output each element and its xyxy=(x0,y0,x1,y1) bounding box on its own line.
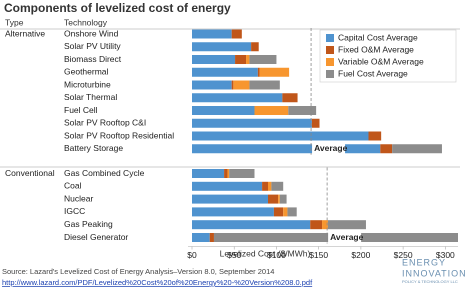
type-label: Conventional xyxy=(5,168,55,178)
bar-segment xyxy=(229,169,255,178)
bar-segment xyxy=(192,29,232,39)
bar-segment xyxy=(192,55,236,64)
legend-box xyxy=(319,29,457,83)
y-tick-label: Geothermal xyxy=(64,67,109,77)
y-tick-label: Solar PV Rooftop C&I xyxy=(64,118,146,128)
bar-segment xyxy=(235,55,247,64)
logo-line: INNOVATION xyxy=(402,268,467,278)
legend: Capital Cost Average Fixed O&M Average Var… xyxy=(319,29,457,83)
bar-segment xyxy=(233,80,250,90)
average-label-bg xyxy=(312,143,346,154)
bar-segment xyxy=(192,181,263,191)
legend-label: Fixed O&M Average xyxy=(338,44,414,54)
y-tick-label: Diesel Generator xyxy=(64,232,128,242)
y-tick-label: Microturbine xyxy=(64,79,111,89)
bar-segment xyxy=(192,220,311,230)
bar-segment xyxy=(192,131,369,141)
bar-segment xyxy=(283,207,288,217)
legend-label: Fuel Cost Average xyxy=(338,68,408,78)
x-tick-label: $300 xyxy=(436,250,455,260)
bar-segment xyxy=(192,80,232,90)
bar-segment xyxy=(322,220,328,230)
bar-segment xyxy=(249,80,280,90)
bar-segment xyxy=(327,220,366,230)
bar-segment xyxy=(278,194,280,204)
y-tick-label: Gas Combined Cycle xyxy=(64,168,145,178)
y-tick-label: Battery Storage xyxy=(64,143,123,153)
bar-segment xyxy=(251,42,259,52)
legend-label: Variable O&M Average xyxy=(338,56,424,66)
bar-segment xyxy=(254,106,289,115)
bar-segment xyxy=(192,118,312,128)
average-label-bg xyxy=(328,232,362,243)
x-tick-label: $50 xyxy=(227,250,241,260)
bar-segment xyxy=(192,233,210,242)
type-header: Type xyxy=(5,17,24,27)
legend-label: Capital Cost Average xyxy=(338,32,418,42)
bar-segment xyxy=(249,55,277,64)
bar-segment xyxy=(227,169,230,178)
bar-segment xyxy=(279,194,287,204)
x-tick-label: $150 xyxy=(309,250,328,260)
y-tick-label: Biomass Direct xyxy=(64,54,122,64)
bar-segment xyxy=(271,181,284,191)
x-tick-label: $200 xyxy=(351,250,370,260)
bar-segment xyxy=(262,181,268,191)
y-tick-label: IGCC xyxy=(64,206,85,216)
bar-segment xyxy=(231,80,234,90)
y-tick-label: Onshore Wind xyxy=(64,28,119,38)
x-tick-label: $250 xyxy=(394,250,413,260)
bar-segment xyxy=(192,42,252,52)
bar-segment xyxy=(268,194,279,204)
bar-segment xyxy=(192,207,274,217)
bar-segment xyxy=(192,106,255,115)
bar-segment xyxy=(259,67,290,77)
bar-segment xyxy=(209,233,214,242)
category-header: Technology xyxy=(64,17,108,27)
bar-segment xyxy=(224,169,228,178)
chart-title: Components of levelized cost of energy xyxy=(4,1,231,15)
bar-segment xyxy=(192,144,381,154)
legend-swatch xyxy=(326,70,334,78)
x-axis-label: Levelized Cost ($/MWh) xyxy=(220,248,311,258)
bar-segment xyxy=(192,93,283,103)
bar-segment xyxy=(268,181,272,191)
source: Source: Lazard's Levelized Cost of Energ… xyxy=(2,267,274,276)
bar-segment xyxy=(392,144,442,154)
bar-segment xyxy=(368,131,382,141)
bar-segment xyxy=(380,144,393,154)
bar-segment xyxy=(273,207,284,217)
bar-segment xyxy=(282,93,298,103)
y-tick-label: Solar PV Utility xyxy=(64,41,121,51)
logo-line: POLICY & TECHNOLOGY LLC xyxy=(402,279,458,284)
legend-swatch xyxy=(326,58,334,66)
legend-swatch xyxy=(326,46,334,54)
bar-segment xyxy=(231,29,242,39)
y-tick-label: Nuclear xyxy=(64,193,93,203)
source-link[interactable]: http://www.lazard.com/PDF/Levelized%20Co… xyxy=(2,278,313,287)
bar-segment xyxy=(192,169,225,178)
bar-segment xyxy=(192,67,258,77)
legend-swatch xyxy=(326,34,334,42)
bar-segment xyxy=(311,118,320,128)
logo-line: ENERGY xyxy=(402,257,446,267)
bar-segment xyxy=(287,207,297,217)
x-tick-label: $0 xyxy=(187,250,197,260)
bar-segment xyxy=(310,220,323,230)
y-tick-label: Fuel Cell xyxy=(64,105,98,115)
x-tick-label: $100 xyxy=(267,250,286,260)
y-tick-label: Coal xyxy=(64,181,82,191)
type-label: Alternative xyxy=(5,28,45,38)
average-label: Average xyxy=(330,232,364,242)
y-tick-label: Solar Thermal xyxy=(64,92,117,102)
y-tick-label: Gas Peaking xyxy=(64,219,113,229)
average-label: Average xyxy=(314,143,348,153)
y-tick-label: Solar PV Rooftop Residential xyxy=(64,130,174,140)
bar-segment xyxy=(257,67,260,77)
bar-segment xyxy=(288,106,317,115)
bar-segment xyxy=(192,194,268,204)
bar-segment xyxy=(246,55,250,64)
